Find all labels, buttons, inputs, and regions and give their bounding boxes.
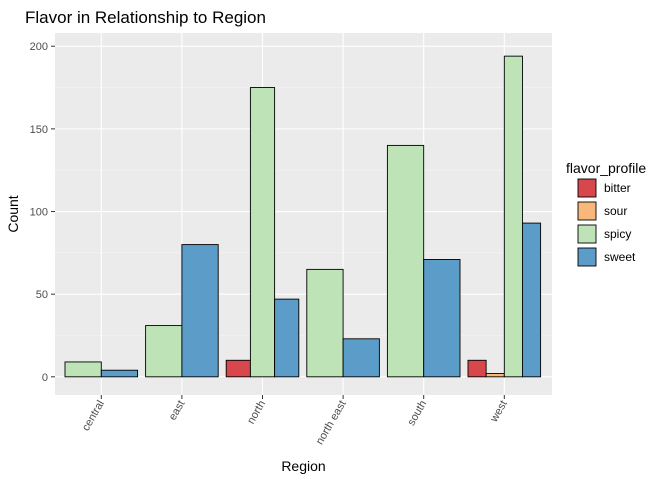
bar-sweet-north — [274, 298, 300, 378]
bar-sweet-west — [522, 222, 542, 378]
legend-label-sour: sour — [604, 204, 627, 218]
bar-spicy-central — [64, 361, 102, 378]
legend-key-spicy — [577, 224, 597, 244]
y-tick-label: 50 — [36, 289, 48, 301]
bar-sour-west — [485, 373, 505, 378]
bar-spicy-east — [145, 325, 183, 378]
y-axis-title: Count — [5, 195, 21, 232]
bar-spicy-west — [503, 55, 523, 378]
x-axis: central east north north east south west — [80, 395, 510, 447]
bars — [64, 55, 542, 378]
legend-label-sweet: sweet — [604, 250, 636, 264]
legend-key-sweet — [577, 247, 597, 267]
bar-spicy-north — [249, 87, 276, 378]
y-tick-label: 0 — [42, 372, 48, 384]
chart-title: Flavor in Relationship to Region — [25, 8, 266, 27]
bar-bitter-west — [467, 359, 487, 378]
bar-bitter-north — [225, 359, 251, 378]
y-tick-label: 150 — [30, 124, 48, 136]
legend-key-bitter — [577, 178, 597, 198]
y-tick-label: 200 — [30, 41, 48, 53]
y-axis: 0 50 100 150 200 — [30, 41, 55, 384]
bar-spicy-north-east — [306, 268, 344, 378]
legend-title: flavor_profile — [566, 160, 646, 176]
x-tick-label: south — [405, 399, 429, 428]
x-axis-title: Region — [281, 458, 325, 474]
legend-key-sour — [577, 201, 597, 221]
legend: flavor_profile bitter sour spicy sweet — [566, 160, 646, 267]
y-tick-label: 100 — [30, 207, 48, 219]
bar-sweet-north-east — [342, 338, 380, 378]
bar-sweet-east — [181, 244, 219, 378]
plot-panel — [55, 33, 552, 395]
x-tick-label: east — [167, 399, 188, 423]
legend-label-spicy: spicy — [604, 227, 631, 241]
bar-spicy-south — [386, 144, 425, 378]
x-tick-label: west — [488, 399, 510, 425]
legend-label-bitter: bitter — [604, 181, 631, 195]
bar-sweet-south — [423, 259, 461, 378]
x-tick-label: north east — [314, 399, 349, 447]
x-tick-label: central — [80, 399, 107, 434]
bar-sweet-central — [100, 369, 139, 378]
x-tick-label: north — [245, 399, 268, 427]
